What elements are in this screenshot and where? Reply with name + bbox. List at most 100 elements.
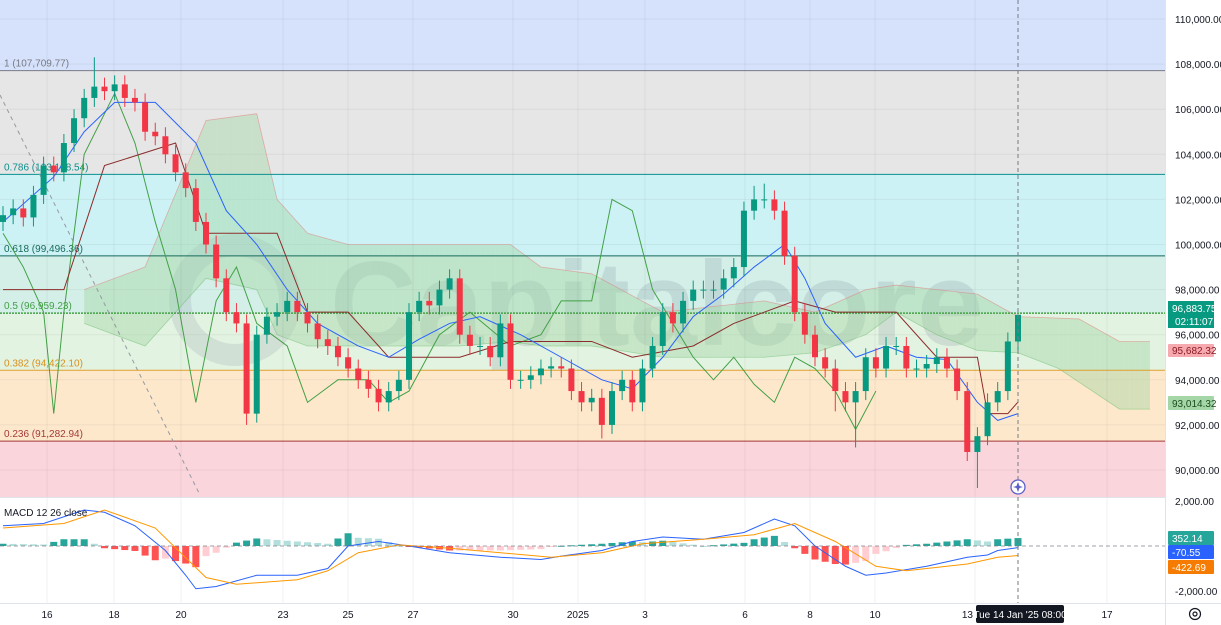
macd-histogram-bar <box>90 543 98 546</box>
candle-body <box>568 368 575 392</box>
macd-histogram-bar <box>831 546 839 564</box>
gear-inner <box>1192 611 1198 617</box>
macd-histogram-bar <box>375 538 383 546</box>
cloud-segment <box>997 305 1003 352</box>
macd-signal-value: -422.69 <box>1172 563 1206 574</box>
candle <box>893 336 900 355</box>
candle <box>842 382 849 412</box>
macd-histogram-bar <box>19 544 27 546</box>
candle <box>862 348 869 401</box>
candle <box>142 93 149 141</box>
time-tick: 30 <box>507 610 519 621</box>
candle-body <box>842 391 849 403</box>
candle-body <box>659 312 666 346</box>
candle <box>182 163 189 198</box>
cloud-segment <box>820 307 826 351</box>
candle <box>213 235 220 288</box>
cloud-segment <box>1073 318 1079 383</box>
cloud-segment <box>860 289 866 337</box>
cloud-segment <box>114 276 120 337</box>
last-price-bg <box>1168 301 1214 328</box>
macd-histogram-bar <box>222 546 230 548</box>
candle <box>131 88 138 112</box>
cloud-segment <box>155 230 161 335</box>
cloud-segment <box>1089 324 1095 393</box>
candle <box>994 382 1001 412</box>
candle <box>50 156 57 182</box>
candle <box>872 348 879 378</box>
cloud-segment <box>535 263 541 346</box>
candle <box>923 354 930 378</box>
candle <box>111 75 118 101</box>
macd-line <box>2 509 1019 590</box>
cloud-segment <box>713 305 719 358</box>
macd-title: MACD 12 26 close <box>4 508 88 519</box>
candle-body <box>690 289 697 301</box>
cloud-segment <box>510 244 516 343</box>
cloud-segment <box>825 305 831 350</box>
candle-body <box>355 368 362 380</box>
candle-body <box>588 397 595 403</box>
cloud-segment <box>373 244 379 346</box>
cloud-segment <box>931 289 937 335</box>
macd-histogram-bar <box>496 546 504 551</box>
macd-histogram-bar <box>781 542 789 546</box>
price-tick: 102,000.00 <box>1175 195 1221 206</box>
candle-body <box>10 208 17 216</box>
candle-body <box>954 368 961 392</box>
cloud-segment <box>449 244 455 346</box>
cloud-segment <box>1028 317 1034 359</box>
cloud-segment <box>84 287 90 326</box>
cloud-segment <box>429 244 435 346</box>
cloud-segment <box>358 244 364 346</box>
time-tick: 10 <box>869 610 881 621</box>
macd-histogram-bar <box>791 546 799 549</box>
price-tick: 98,000.00 <box>1175 286 1220 297</box>
macd-histogram-bar <box>913 544 920 546</box>
candle-body <box>598 397 605 425</box>
cloud-segment <box>789 306 795 355</box>
macd-histogram-bar <box>283 540 291 546</box>
candle <box>446 269 453 299</box>
candle <box>477 336 484 355</box>
candle <box>30 185 37 227</box>
candle-body <box>477 345 484 347</box>
cloud-segment <box>891 285 897 316</box>
candle-body <box>537 368 544 376</box>
candle <box>629 370 636 412</box>
fib-label: 0.382 (94,422.10) <box>4 358 83 369</box>
candle-body <box>913 368 920 370</box>
cloud-segment <box>870 288 876 331</box>
candle <box>416 291 423 322</box>
cloud-segment <box>1053 317 1059 369</box>
candle-body <box>781 210 788 256</box>
cloud-segment <box>525 255 531 345</box>
candle <box>162 127 169 164</box>
cloud-segment <box>1119 341 1125 410</box>
cloud-segment <box>1104 333 1110 403</box>
candle <box>497 314 504 367</box>
macd-histogram-bar <box>679 543 687 546</box>
settings-gear-icon[interactable] <box>1188 607 1202 621</box>
candle <box>355 359 362 389</box>
candle <box>903 336 910 378</box>
candle <box>751 185 758 220</box>
candle <box>436 280 443 315</box>
cloud-segment <box>1058 318 1064 372</box>
last-price: 96,883.75 <box>1172 304 1217 315</box>
cloud-segment <box>1078 318 1084 386</box>
crosshair-add-icon[interactable] <box>1010 479 1026 495</box>
cloud-segment <box>414 244 420 346</box>
cloud-segment <box>1063 318 1069 376</box>
cloud-segment <box>1139 341 1145 410</box>
cloud-segment <box>840 298 846 344</box>
fib-band-above <box>0 0 1165 71</box>
candle <box>91 57 98 107</box>
candle-body <box>243 323 250 414</box>
cloud-segment <box>794 307 800 355</box>
macd-tick: -2,000.00 <box>1175 587 1218 598</box>
cloud-segment <box>175 181 181 313</box>
macd-histogram-bar <box>527 546 535 550</box>
